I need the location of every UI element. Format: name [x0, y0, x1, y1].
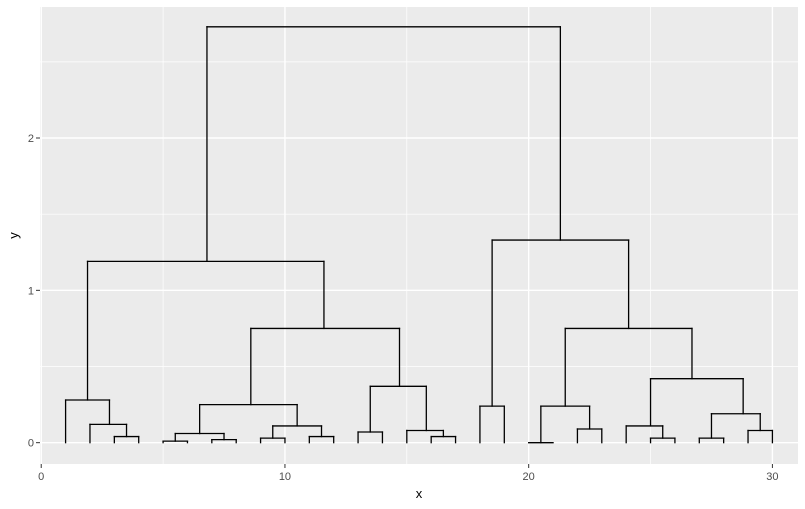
- x-tick-label: 0: [38, 471, 44, 483]
- dendrogram-segments: [64, 26, 774, 444]
- x-tick-label: 30: [766, 471, 778, 483]
- y-axis: 0 1 2: [28, 133, 40, 450]
- y-axis-title: y: [6, 232, 21, 239]
- x-axis-title: x: [416, 486, 423, 501]
- minor-grid: [40, 7, 798, 464]
- x-axis: 0 10 20 30: [38, 464, 779, 483]
- x-tick-label: 10: [279, 471, 291, 483]
- y-tick-label: 1: [28, 285, 34, 297]
- major-grid: [40, 7, 798, 464]
- x-tick-label: 20: [523, 471, 535, 483]
- y-tick-label: 0: [28, 438, 34, 450]
- y-tick-label: 2: [28, 133, 34, 145]
- panel-background: [40, 7, 798, 464]
